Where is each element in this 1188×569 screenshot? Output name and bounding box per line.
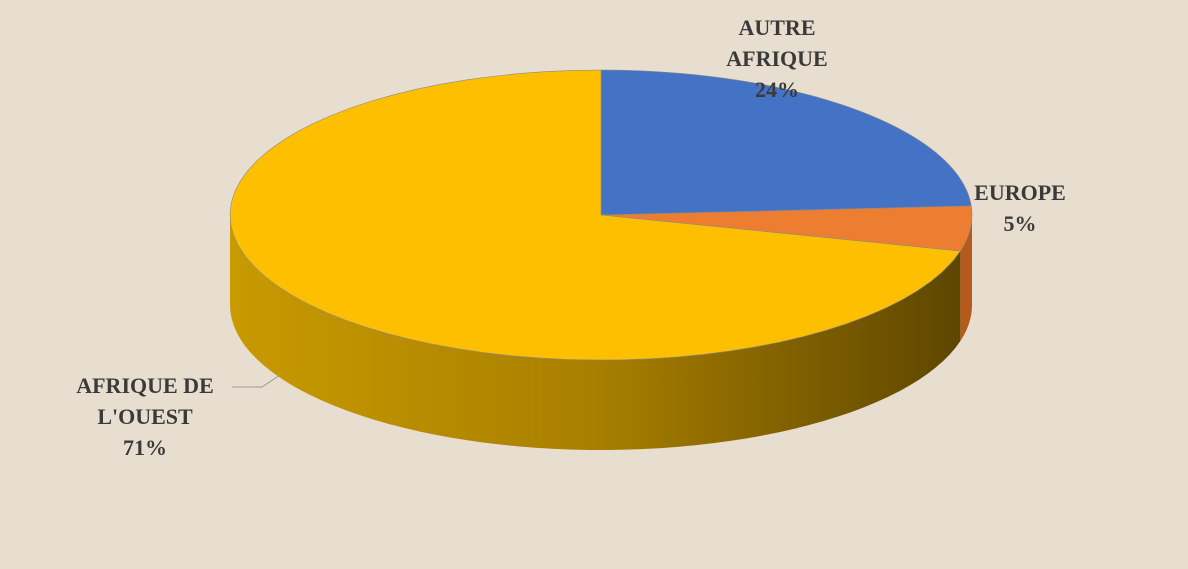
pie-slice bbox=[600, 205, 973, 252]
leader-line bbox=[232, 374, 281, 388]
category-label: AFRIQUE DE L'OUEST bbox=[76, 373, 214, 429]
value-label: 5% bbox=[1003, 211, 1037, 236]
data-label: AFRIQUE DE L'OUEST 71% bbox=[40, 370, 250, 463]
data-label: AUTRE AFRIQUE 24% bbox=[712, 12, 842, 105]
category-label: EUROPE bbox=[974, 180, 1066, 205]
pie-slice bbox=[600, 69, 972, 216]
data-label: EUROPE 5% bbox=[955, 177, 1085, 239]
value-label: 71% bbox=[123, 435, 167, 460]
value-label: 24% bbox=[755, 77, 799, 102]
slice-side bbox=[230, 215, 961, 450]
category-label: AUTRE AFRIQUE bbox=[726, 15, 828, 71]
pie-slice bbox=[229, 69, 961, 361]
